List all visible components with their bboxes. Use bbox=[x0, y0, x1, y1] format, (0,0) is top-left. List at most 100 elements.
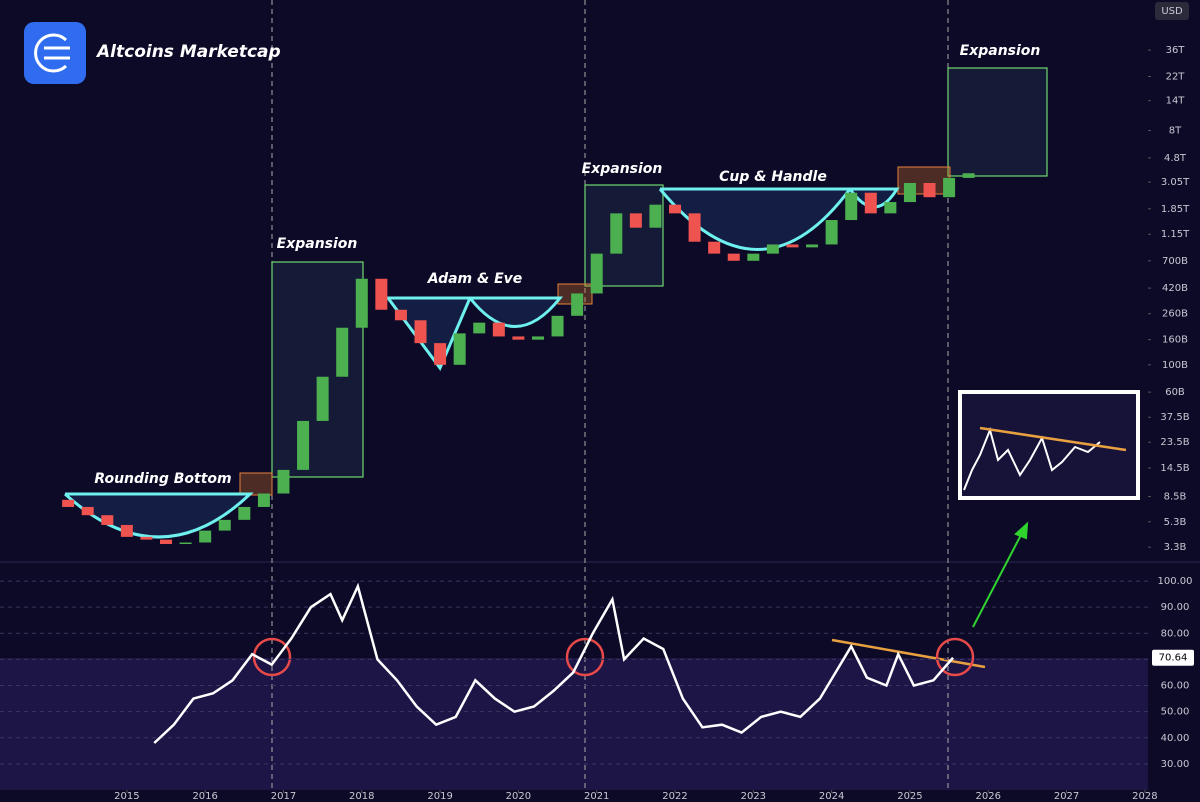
y-tick-label: 60.00 bbox=[1161, 681, 1190, 692]
candle bbox=[199, 530, 212, 543]
candle bbox=[297, 420, 310, 470]
candle bbox=[434, 343, 447, 365]
y-tick-label: 23.5B bbox=[1160, 437, 1189, 448]
candle bbox=[845, 192, 858, 221]
y-tick-label: 22T bbox=[1166, 71, 1186, 82]
y-tick-label: 8T bbox=[1169, 126, 1182, 137]
y-tick-label: 8.5B bbox=[1164, 492, 1187, 503]
y-tick-label: 90.00 bbox=[1161, 602, 1190, 613]
x-tick-label: 2021 bbox=[584, 791, 609, 802]
candle bbox=[551, 315, 564, 337]
candle bbox=[120, 524, 133, 537]
candle bbox=[512, 336, 525, 340]
candle bbox=[864, 192, 877, 214]
x-tick-label: 2023 bbox=[741, 791, 766, 802]
arrow bbox=[972, 521, 1029, 628]
candle bbox=[218, 519, 231, 531]
y-tick-label: 100B bbox=[1162, 360, 1188, 371]
title: Altcoins Marketcap bbox=[95, 42, 281, 62]
candle bbox=[786, 244, 799, 248]
candle bbox=[903, 182, 916, 203]
y-tick-label: 37.5B bbox=[1160, 412, 1189, 423]
candle bbox=[531, 336, 544, 340]
logo-icon bbox=[34, 33, 70, 73]
candle bbox=[688, 213, 701, 242]
candle bbox=[747, 253, 760, 261]
candle bbox=[727, 253, 740, 261]
x-tick-label: 2027 bbox=[1054, 791, 1079, 802]
x-tick-label: 2020 bbox=[506, 791, 531, 802]
candle bbox=[414, 320, 427, 344]
annotation: Adam & Eve bbox=[427, 271, 523, 287]
trendlines bbox=[831, 638, 986, 669]
candle bbox=[179, 542, 192, 545]
x-tick-label: 2025 bbox=[897, 791, 922, 802]
y-tick-label: 80.00 bbox=[1161, 628, 1190, 639]
candle bbox=[394, 309, 407, 321]
x-tick-label: 2028 bbox=[1132, 791, 1157, 802]
inset bbox=[958, 390, 1140, 500]
y-tick-label: 160B bbox=[1162, 335, 1188, 346]
candle bbox=[943, 177, 956, 198]
y-tick-label: 5.3B bbox=[1164, 517, 1187, 528]
candle bbox=[316, 376, 329, 421]
candle bbox=[140, 536, 153, 540]
rsi-line bbox=[153, 582, 954, 744]
candle bbox=[629, 213, 642, 228]
candle bbox=[238, 506, 251, 520]
y-tick-label: 3.05T bbox=[1161, 177, 1190, 188]
y-tick-label: 100.00 bbox=[1158, 576, 1193, 587]
y-tick-label: 1.15T bbox=[1161, 229, 1190, 240]
y-tick-label: 3.3B bbox=[1164, 542, 1187, 553]
candle bbox=[62, 499, 75, 507]
current-value: 70.64 bbox=[1159, 653, 1188, 664]
candle bbox=[708, 241, 721, 254]
candle bbox=[375, 278, 388, 310]
candle bbox=[825, 220, 838, 245]
x-tick-label: 2016 bbox=[192, 791, 217, 802]
candle bbox=[492, 322, 505, 337]
y-tick-label: 4.8T bbox=[1164, 153, 1187, 164]
candle bbox=[277, 469, 290, 494]
candle bbox=[590, 253, 603, 294]
y-tick-label: 14T bbox=[1166, 96, 1186, 107]
currency: USD bbox=[1161, 6, 1183, 17]
candle bbox=[649, 204, 662, 228]
annotation: Cup & Handle bbox=[719, 169, 827, 185]
breakout-circles bbox=[252, 637, 975, 677]
y-tick-label: 36T bbox=[1166, 45, 1186, 56]
y-tick-label: 1.85T bbox=[1161, 204, 1190, 215]
candle bbox=[806, 244, 819, 248]
candle bbox=[923, 182, 936, 198]
y-tick-label: 60B bbox=[1165, 387, 1185, 398]
logo bbox=[24, 22, 86, 84]
candle bbox=[355, 278, 368, 328]
x-tick-label: 2018 bbox=[349, 791, 374, 802]
candle bbox=[571, 293, 584, 316]
x-tick-label: 2026 bbox=[976, 791, 1001, 802]
y-tick-label: 40.00 bbox=[1161, 733, 1190, 744]
cycle-lines bbox=[271, 0, 949, 790]
y-tick-label: 50.00 bbox=[1161, 707, 1190, 718]
candle bbox=[453, 333, 466, 365]
y-tick-label: 260B bbox=[1162, 309, 1188, 320]
currency-badge bbox=[1155, 2, 1189, 20]
candle bbox=[962, 173, 975, 178]
candle bbox=[669, 204, 682, 214]
y-tick-label: 420B bbox=[1162, 283, 1188, 294]
candle bbox=[884, 202, 897, 214]
y-tick-label: 14.5B bbox=[1160, 463, 1189, 474]
value-badge bbox=[1152, 649, 1194, 666]
candle bbox=[473, 322, 486, 334]
x-tick-label: 2019 bbox=[427, 791, 452, 802]
candle bbox=[81, 506, 94, 516]
candle bbox=[160, 539, 173, 545]
annotation: Expansion bbox=[960, 43, 1041, 59]
candle bbox=[610, 213, 623, 254]
y-tick-label: 700B bbox=[1162, 256, 1188, 267]
candle bbox=[257, 493, 270, 507]
x-tick-label: 2024 bbox=[819, 791, 844, 802]
annotation: Expansion bbox=[277, 236, 358, 252]
